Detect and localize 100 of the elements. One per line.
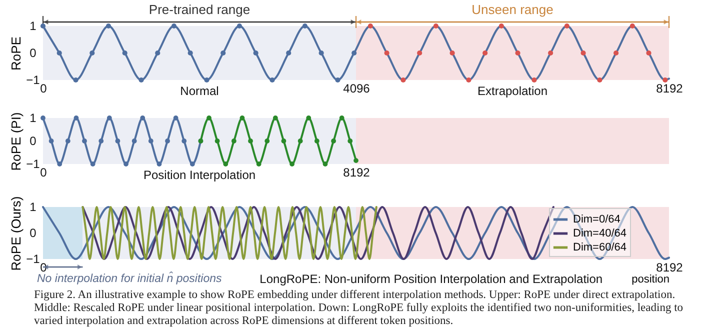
y-axis-title: RoPE (Ours): [8, 196, 24, 271]
caption: Figure 2. An illustrative example to show RoPE embedding under different interpolation methods. Upper: RoPE under direct extrapolation. Middle: Rescaled RoPE under linear positional interpolation. Down: LongRoPE fully exploits the identified two non-uniformities, leading to varied interpolation and extrapolation across RoPE dimensions at different token positions.: [34, 289, 684, 327]
point: [335, 77, 340, 83]
point: [74, 116, 79, 120]
point: [630, 23, 635, 29]
point: [318, 50, 324, 56]
point: [400, 77, 406, 83]
text: Normal: [180, 84, 219, 98]
point: [290, 162, 294, 166]
y-axis-title: RoPE: [8, 36, 24, 70]
text: Extrapolation: [477, 84, 548, 98]
point: [322, 162, 328, 166]
point: [148, 138, 154, 144]
point: [384, 50, 390, 56]
point: [352, 50, 357, 56]
point: [204, 77, 210, 83]
point: [354, 158, 358, 163]
band-label: No interpolation for initial n̂ positions: [37, 271, 222, 285]
point: [662, 77, 668, 83]
point: [138, 77, 144, 83]
point: [450, 50, 455, 56]
point: [90, 162, 96, 166]
point: [65, 138, 70, 144]
point: [155, 50, 160, 56]
point: [272, 116, 278, 120]
y-tick-label: −1: [26, 73, 40, 87]
point: [368, 23, 373, 29]
point: [231, 138, 236, 144]
point: [253, 50, 258, 56]
legend-label: Dim=0/64: [573, 214, 620, 226]
point: [646, 50, 652, 56]
point: [532, 77, 537, 83]
x-tick-label: 8192: [656, 82, 684, 96]
text: Position Interpolation: [143, 168, 256, 182]
point: [190, 162, 195, 166]
point: [466, 77, 472, 83]
band-label: Unseen range: [472, 2, 554, 17]
point: [115, 138, 120, 144]
point: [580, 50, 586, 56]
point: [417, 50, 422, 56]
point: [348, 138, 353, 144]
x-tick-label: 4096: [343, 82, 370, 96]
point: [223, 162, 228, 166]
point: [48, 138, 54, 144]
point: [482, 50, 488, 56]
point: [124, 162, 128, 166]
y-tick-label: 1: [30, 111, 37, 125]
point: [57, 162, 62, 166]
point: [302, 23, 308, 29]
point: [40, 116, 46, 120]
point: [173, 116, 178, 120]
point: [564, 23, 570, 29]
line-series: [42, 206, 670, 260]
y-tick-label: −1: [26, 157, 40, 171]
point: [106, 23, 112, 29]
point: [156, 162, 162, 166]
point: [188, 50, 193, 56]
point: [220, 50, 226, 56]
y-tick-label: 1: [30, 19, 37, 33]
x-axis-title: position: [632, 274, 670, 286]
point: [132, 138, 137, 144]
point: [597, 77, 602, 83]
point: [90, 50, 95, 56]
point: [214, 138, 220, 144]
point: [40, 23, 46, 29]
point: [613, 50, 619, 56]
point: [270, 77, 275, 83]
point: [171, 23, 177, 29]
point: [98, 138, 104, 144]
point: [206, 116, 212, 120]
point: [433, 23, 438, 29]
y-tick-label: −1: [26, 252, 40, 266]
point: [281, 138, 286, 144]
point: [240, 116, 245, 120]
point: [236, 23, 242, 29]
legend-label: Dim=40/64: [573, 228, 627, 240]
point: [298, 138, 303, 144]
point: [182, 138, 187, 144]
x-tick-label: 8192: [656, 260, 684, 274]
x-tick-label: 8192: [343, 166, 370, 180]
point: [106, 116, 112, 120]
legend-label: Dim=60/64: [573, 242, 627, 254]
point: [248, 138, 253, 144]
point: [314, 138, 320, 144]
text: LongRoPE: Non-uniform Position Interpolation and Extrapolation: [260, 272, 603, 286]
point: [56, 50, 62, 56]
point: [122, 50, 128, 56]
point: [82, 138, 87, 144]
y-tick-label: 0: [30, 226, 37, 240]
point: [256, 162, 262, 166]
y-tick-label: 1: [30, 200, 37, 214]
point: [140, 116, 146, 120]
point: [515, 50, 520, 56]
y-axis-title: RoPE (PI): [8, 112, 24, 171]
point: [73, 77, 78, 83]
point: [339, 116, 344, 120]
y-tick-label: 0: [30, 134, 37, 148]
band-label: Pre-trained range: [148, 2, 250, 17]
point: [306, 116, 312, 120]
point: [165, 138, 170, 144]
